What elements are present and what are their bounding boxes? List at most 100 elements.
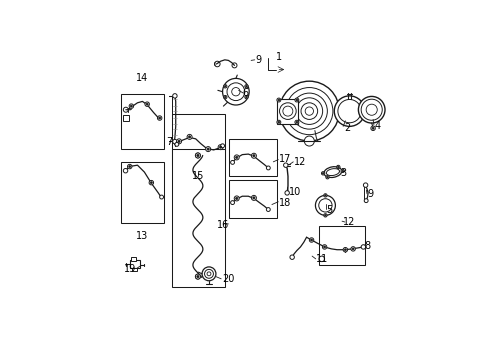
Ellipse shape <box>326 168 340 176</box>
Circle shape <box>236 197 238 199</box>
Text: 12: 12 <box>343 217 355 227</box>
Circle shape <box>322 172 324 174</box>
Circle shape <box>323 246 325 248</box>
Text: 19: 19 <box>124 264 136 274</box>
Circle shape <box>296 121 298 123</box>
Circle shape <box>319 199 332 212</box>
Circle shape <box>358 96 385 123</box>
Circle shape <box>321 172 325 175</box>
Circle shape <box>196 153 200 158</box>
Circle shape <box>223 95 227 99</box>
Circle shape <box>267 208 270 211</box>
Circle shape <box>285 191 290 195</box>
Bar <box>121 94 164 149</box>
Ellipse shape <box>324 167 342 177</box>
Circle shape <box>277 120 281 124</box>
Circle shape <box>338 99 361 123</box>
Circle shape <box>215 61 220 67</box>
Circle shape <box>129 166 131 167</box>
Circle shape <box>277 98 281 102</box>
Circle shape <box>196 153 200 158</box>
Circle shape <box>231 161 235 164</box>
Circle shape <box>246 86 247 87</box>
Bar <box>172 114 225 165</box>
Circle shape <box>197 275 199 278</box>
Circle shape <box>295 120 299 124</box>
Circle shape <box>145 102 149 107</box>
Text: 8: 8 <box>365 240 371 251</box>
Circle shape <box>279 81 339 141</box>
Circle shape <box>123 107 128 112</box>
Circle shape <box>222 78 249 105</box>
Circle shape <box>284 163 288 167</box>
Circle shape <box>251 195 256 201</box>
Circle shape <box>304 136 314 146</box>
Bar <box>130 260 140 268</box>
Circle shape <box>366 104 377 115</box>
Circle shape <box>341 169 344 172</box>
Circle shape <box>361 99 382 120</box>
Circle shape <box>278 121 280 123</box>
Circle shape <box>245 95 248 99</box>
Bar <box>130 257 136 261</box>
Circle shape <box>220 146 222 148</box>
Circle shape <box>196 274 200 279</box>
Circle shape <box>176 139 182 144</box>
Circle shape <box>245 85 248 88</box>
Text: 5: 5 <box>326 205 333 215</box>
Circle shape <box>292 93 327 129</box>
Text: 9: 9 <box>256 55 262 65</box>
Circle shape <box>279 103 296 120</box>
Bar <box>132 268 138 270</box>
Circle shape <box>160 195 164 199</box>
Circle shape <box>352 248 354 250</box>
Circle shape <box>309 238 314 242</box>
Circle shape <box>296 98 322 125</box>
Circle shape <box>324 214 327 217</box>
Text: 2: 2 <box>344 123 350 133</box>
Circle shape <box>322 245 327 249</box>
Circle shape <box>218 145 223 150</box>
Circle shape <box>246 96 247 98</box>
Circle shape <box>325 215 326 216</box>
Circle shape <box>232 87 240 96</box>
Text: 20: 20 <box>222 274 234 284</box>
Circle shape <box>290 255 294 260</box>
Text: 9: 9 <box>368 189 374 199</box>
Circle shape <box>187 134 192 139</box>
Text: 10: 10 <box>289 186 301 197</box>
Circle shape <box>224 96 226 98</box>
Circle shape <box>175 143 179 146</box>
Text: 12: 12 <box>294 157 306 167</box>
Text: 17: 17 <box>279 154 291 164</box>
Circle shape <box>223 85 227 88</box>
Circle shape <box>344 249 346 251</box>
Circle shape <box>227 83 245 100</box>
Circle shape <box>324 194 327 197</box>
Bar <box>123 115 129 121</box>
Circle shape <box>325 195 326 196</box>
Circle shape <box>326 176 329 179</box>
Circle shape <box>172 94 177 98</box>
Circle shape <box>189 136 191 138</box>
Circle shape <box>327 176 328 178</box>
Circle shape <box>127 164 132 169</box>
Bar <box>229 180 277 218</box>
Text: 1: 1 <box>276 51 282 62</box>
Bar <box>277 99 298 123</box>
Circle shape <box>197 154 199 157</box>
Circle shape <box>343 247 347 252</box>
Text: 3: 3 <box>341 168 346 179</box>
Text: 13: 13 <box>136 231 148 241</box>
Bar <box>229 139 277 176</box>
Circle shape <box>372 127 374 129</box>
Circle shape <box>231 201 235 204</box>
Text: 18: 18 <box>279 198 291 208</box>
Circle shape <box>253 197 255 199</box>
Bar <box>319 226 365 265</box>
Circle shape <box>371 126 375 131</box>
Circle shape <box>234 196 239 201</box>
Circle shape <box>337 165 340 168</box>
Circle shape <box>157 116 162 120</box>
Circle shape <box>178 140 180 143</box>
